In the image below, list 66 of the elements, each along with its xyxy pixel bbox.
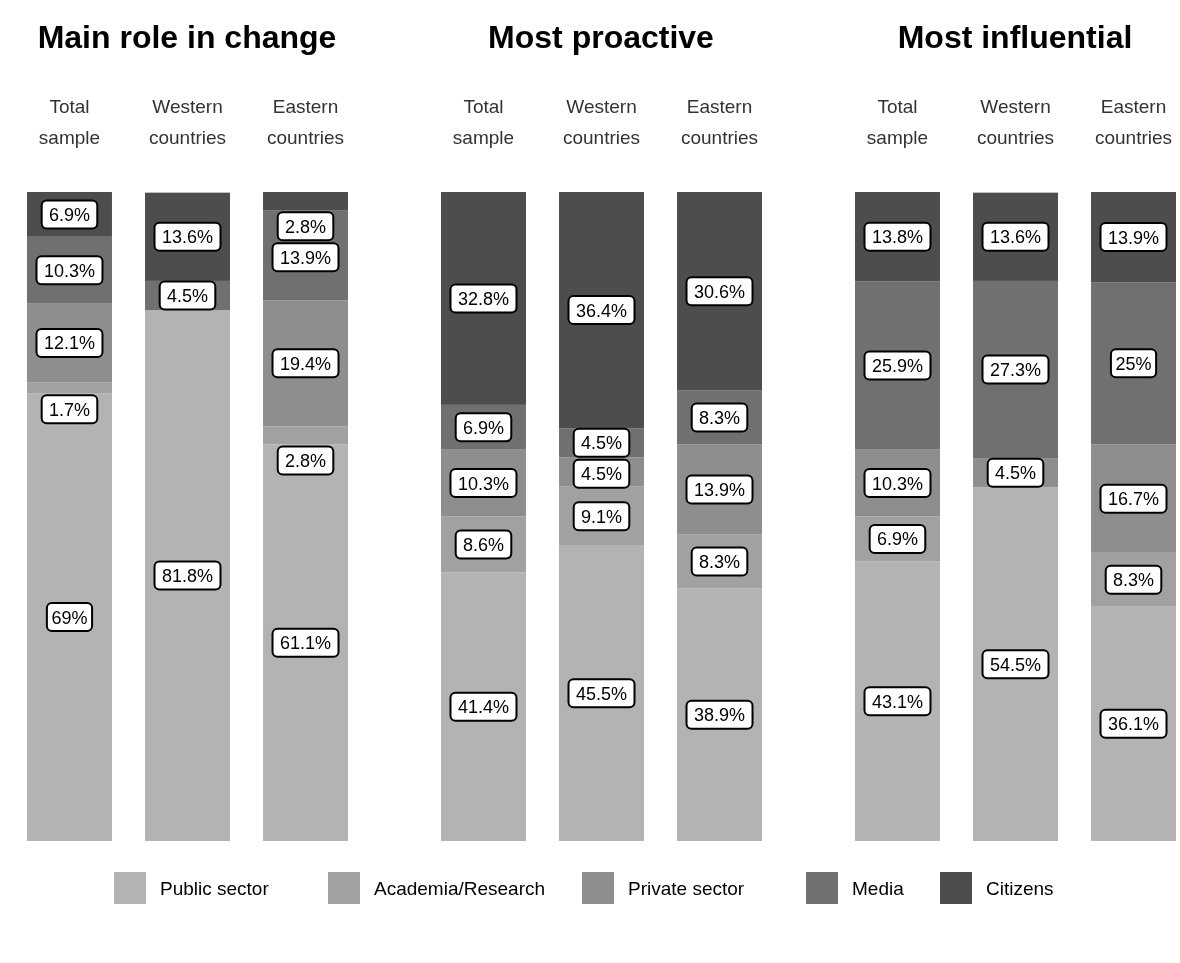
x-tick-label: Eastern countries xyxy=(680,96,759,148)
data-label: 6.9% xyxy=(462,417,504,438)
legend-label: Media xyxy=(852,878,905,899)
data-label: 2.8% xyxy=(285,450,327,471)
data-label: 43.1% xyxy=(871,691,924,712)
data-label: 36.4% xyxy=(575,300,628,321)
x-tick-label: Total sample xyxy=(452,96,515,148)
data-label: 38.9% xyxy=(693,705,746,726)
data-label: 41.4% xyxy=(457,697,510,718)
data-label: 69% xyxy=(51,607,88,628)
bar xyxy=(677,588,762,841)
data-label: 10.3% xyxy=(457,473,510,494)
data-label: 6.9% xyxy=(48,204,90,225)
data-label: 1.7% xyxy=(48,399,90,420)
data-label: 8.3% xyxy=(1113,570,1155,591)
x-tick-label: Western countries xyxy=(148,96,227,148)
data-label: 8.6% xyxy=(462,534,504,555)
data-label: 27.3% xyxy=(989,360,1042,380)
data-label: 81.8% xyxy=(161,566,214,587)
data-label: 32.8% xyxy=(457,288,510,309)
data-label: 36.1% xyxy=(1107,714,1160,735)
data-label: 16.7% xyxy=(1107,489,1160,510)
data-label: 4.5% xyxy=(580,433,623,454)
bar xyxy=(441,572,526,841)
bar xyxy=(27,393,112,841)
bar xyxy=(559,545,644,841)
data-label: 45.5% xyxy=(575,683,628,704)
chart-title: Main role in change xyxy=(37,19,337,55)
data-label: 13.6% xyxy=(989,227,1042,248)
data-label: 10.3% xyxy=(871,473,924,494)
data-label: 13.9% xyxy=(693,480,746,501)
data-label: 8.3% xyxy=(699,552,741,573)
legend-label: Private sector xyxy=(628,878,745,899)
data-label: 9.1% xyxy=(580,506,623,527)
data-label: 4.5% xyxy=(580,464,623,485)
data-label: 13.9% xyxy=(279,247,332,268)
legend-label: Citizens xyxy=(986,878,1054,899)
data-label: 8.3% xyxy=(699,408,741,429)
x-tick-label: Eastern countries xyxy=(266,96,345,148)
x-tick-label: Western countries xyxy=(562,96,641,148)
data-label: 4.5% xyxy=(166,286,209,307)
data-label: 6.9% xyxy=(876,529,918,550)
bar xyxy=(263,444,348,841)
chart-title: Most influential xyxy=(897,19,1133,55)
data-label: 4.5% xyxy=(994,463,1037,484)
data-label: 54.5% xyxy=(989,654,1042,675)
x-tick-label: Eastern countries xyxy=(1094,96,1173,148)
x-tick-label: Total sample xyxy=(866,96,929,148)
chart-title: Most proactive xyxy=(488,19,714,55)
bar xyxy=(1091,282,1176,445)
data-label: 25% xyxy=(1115,353,1152,374)
data-label: 12.1% xyxy=(43,333,96,354)
legend-label: Public sector xyxy=(160,878,270,899)
data-label: 25.9% xyxy=(871,356,924,377)
data-label: 19.4% xyxy=(279,353,332,374)
data-label: 13.8% xyxy=(871,227,924,248)
data-label: 61.1% xyxy=(279,633,332,654)
legend-label: Academia/Research xyxy=(374,878,546,899)
data-label: 13.9% xyxy=(1107,227,1160,248)
data-label: 2.8% xyxy=(285,216,327,237)
x-tick-label: Western countries xyxy=(976,96,1055,148)
data-label: 10.3% xyxy=(43,260,96,281)
bar xyxy=(855,561,940,841)
data-label: 30.6% xyxy=(693,281,746,302)
data-label: 13.6% xyxy=(161,227,214,248)
x-tick-label: Total sample xyxy=(38,96,101,148)
